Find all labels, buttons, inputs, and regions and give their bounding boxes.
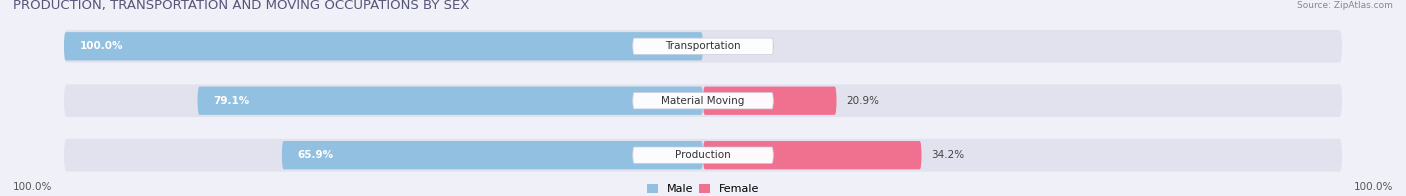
Text: 100.0%: 100.0% [13, 182, 52, 192]
Text: PRODUCTION, TRANSPORTATION AND MOVING OCCUPATIONS BY SEX: PRODUCTION, TRANSPORTATION AND MOVING OC… [13, 0, 470, 12]
FancyBboxPatch shape [633, 38, 773, 54]
FancyBboxPatch shape [197, 87, 703, 115]
FancyBboxPatch shape [281, 141, 703, 169]
FancyBboxPatch shape [633, 147, 773, 163]
FancyBboxPatch shape [63, 139, 1343, 172]
FancyBboxPatch shape [703, 141, 921, 169]
Text: 65.9%: 65.9% [298, 150, 335, 160]
Text: Material Moving: Material Moving [661, 96, 745, 106]
Text: 20.9%: 20.9% [846, 96, 879, 106]
FancyBboxPatch shape [63, 84, 1343, 117]
Text: 34.2%: 34.2% [931, 150, 965, 160]
Text: Transportation: Transportation [665, 41, 741, 51]
FancyBboxPatch shape [633, 93, 773, 109]
FancyBboxPatch shape [63, 30, 1343, 63]
FancyBboxPatch shape [703, 87, 837, 115]
Text: 0.0%: 0.0% [713, 41, 738, 51]
Text: Production: Production [675, 150, 731, 160]
Text: 79.1%: 79.1% [214, 96, 250, 106]
FancyBboxPatch shape [63, 32, 703, 60]
Legend: Male, Female: Male, Female [647, 184, 759, 194]
Text: Source: ZipAtlas.com: Source: ZipAtlas.com [1298, 1, 1393, 10]
Text: 100.0%: 100.0% [80, 41, 124, 51]
Text: 100.0%: 100.0% [1354, 182, 1393, 192]
